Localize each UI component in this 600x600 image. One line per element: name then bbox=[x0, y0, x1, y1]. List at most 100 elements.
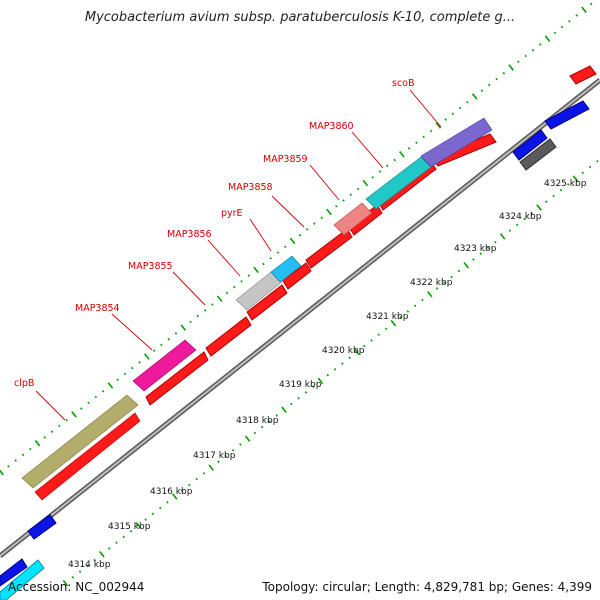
feature-red-3 bbox=[205, 316, 252, 357]
tick-mark bbox=[14, 459, 17, 462]
tick-mark bbox=[56, 587, 60, 591]
tick-mark bbox=[390, 319, 397, 327]
tick-mark bbox=[7, 465, 10, 468]
tick-mark bbox=[43, 436, 47, 439]
tick-mark bbox=[211, 303, 214, 306]
tick-mark bbox=[471, 93, 478, 100]
tick-mark bbox=[62, 579, 69, 587]
tick-mark bbox=[262, 262, 265, 266]
tick-mark bbox=[304, 391, 308, 394]
scale-label-4319: 4319 kbp bbox=[279, 380, 322, 390]
tick-mark bbox=[151, 512, 155, 516]
feature-skyblue bbox=[270, 255, 302, 283]
gene-label-pyrE: pyrE bbox=[221, 208, 243, 219]
tick-mark bbox=[188, 483, 191, 487]
tick-mark bbox=[298, 233, 302, 237]
feature-blue-4 bbox=[27, 514, 57, 540]
tick-mark bbox=[233, 285, 236, 289]
gene-label-scoB: scoB bbox=[392, 78, 415, 89]
tick-mark bbox=[253, 266, 259, 274]
tick-mark bbox=[349, 193, 353, 196]
tick-mark bbox=[202, 472, 206, 475]
feature-purple bbox=[420, 117, 493, 168]
tick-mark bbox=[568, 20, 571, 23]
tick-mark bbox=[86, 564, 89, 568]
tick-mark bbox=[107, 382, 114, 389]
feature-red-10 bbox=[569, 65, 597, 85]
tick-mark bbox=[450, 275, 453, 279]
tick-mark bbox=[378, 170, 382, 173]
tick-mark bbox=[407, 147, 411, 150]
tick-mark bbox=[244, 435, 251, 442]
tick-mark bbox=[531, 48, 535, 52]
genome-backbone bbox=[0, 78, 600, 558]
scale-label-4320: 4320 kbp bbox=[322, 346, 365, 356]
tick-mark bbox=[362, 179, 369, 187]
tick-mark bbox=[71, 411, 77, 418]
tick-mark bbox=[457, 269, 461, 273]
tick-mark bbox=[523, 217, 526, 221]
tick-mark bbox=[275, 414, 279, 417]
tick-mark bbox=[311, 385, 315, 388]
tick-mark bbox=[160, 343, 163, 347]
tick-mark bbox=[486, 246, 490, 250]
tick-mark bbox=[575, 14, 578, 17]
tick-mark bbox=[208, 464, 214, 471]
tick-mark bbox=[421, 298, 424, 302]
tick-mark bbox=[50, 430, 54, 433]
scale-label-4324: 4324 kbp bbox=[499, 212, 542, 222]
tick-mark bbox=[289, 237, 296, 245]
tick-mark bbox=[93, 558, 96, 562]
tick-mark bbox=[517, 60, 520, 64]
tick-mark bbox=[247, 274, 251, 277]
scale-label-4325: 4325 kbp bbox=[544, 179, 587, 189]
scale-label-4317: 4317 kbp bbox=[193, 451, 236, 461]
tick-mark bbox=[488, 83, 491, 87]
tick-mark bbox=[317, 377, 324, 385]
tick-mark bbox=[553, 31, 557, 35]
tick-mark bbox=[451, 112, 455, 116]
tick-mark bbox=[290, 402, 293, 406]
feature-blue-3 bbox=[544, 100, 590, 130]
tick-mark bbox=[94, 395, 98, 399]
tick-mark bbox=[0, 469, 4, 476]
accession-text: Accession: NC_002944 bbox=[8, 580, 145, 594]
tick-mark bbox=[87, 401, 90, 405]
tick-mark bbox=[180, 324, 187, 331]
feature-blue-1 bbox=[0, 558, 28, 587]
tick-mark bbox=[371, 176, 374, 179]
tick-mark bbox=[581, 171, 585, 175]
tick-mark bbox=[545, 200, 548, 203]
tick-mark bbox=[217, 460, 220, 464]
tick-mark bbox=[413, 304, 417, 308]
tick-mark bbox=[116, 378, 119, 381]
tick-mark bbox=[348, 356, 351, 360]
tick-mark bbox=[144, 353, 150, 360]
tick-mark bbox=[572, 175, 579, 182]
tick-mark bbox=[135, 522, 142, 529]
tick-mark bbox=[99, 551, 105, 558]
tick-mark bbox=[502, 72, 506, 75]
tick-mark bbox=[590, 2, 593, 6]
tick-mark bbox=[539, 43, 542, 46]
tick-mark bbox=[552, 194, 555, 198]
tick-mark bbox=[107, 547, 111, 550]
tick-mark bbox=[588, 165, 592, 169]
tick-mark bbox=[559, 188, 563, 192]
tick-mark bbox=[530, 211, 534, 215]
tick-mark bbox=[174, 332, 178, 335]
feature-red-6 bbox=[305, 228, 353, 269]
tick-mark bbox=[253, 431, 257, 435]
tick-mark bbox=[463, 262, 469, 269]
tick-mark bbox=[370, 339, 373, 342]
tick-mark bbox=[335, 204, 338, 208]
tick-mark bbox=[239, 443, 242, 446]
gene-label-clpB: clpB bbox=[14, 378, 34, 389]
tick-mark bbox=[203, 309, 207, 312]
tick-mark bbox=[171, 493, 178, 500]
feature-salmon bbox=[333, 202, 373, 236]
tick-mark bbox=[78, 570, 82, 573]
tick-mark bbox=[71, 576, 75, 579]
feature-red-2 bbox=[145, 351, 209, 406]
tick-mark bbox=[494, 240, 497, 244]
